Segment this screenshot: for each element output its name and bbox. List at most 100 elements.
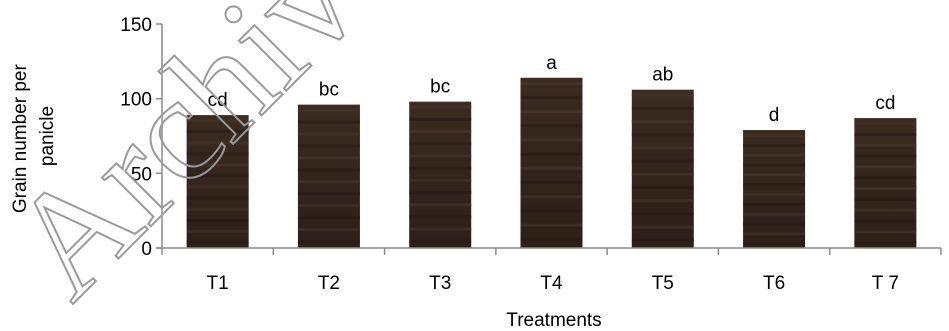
bar-texture-band xyxy=(631,120,694,124)
bar-texture-band xyxy=(297,180,360,184)
bar-texture-band xyxy=(297,216,360,220)
bar-6 xyxy=(743,130,806,248)
bar-texture-band xyxy=(520,95,583,99)
bar-texture-band xyxy=(186,229,249,233)
bar-rect xyxy=(743,130,806,248)
bar-texture-band xyxy=(520,223,583,227)
bar-texture-band xyxy=(297,204,360,208)
x-tick-label: T3 xyxy=(429,273,451,294)
bar-texture-band xyxy=(854,219,917,223)
bar-texture-band xyxy=(631,159,694,163)
bar-texture-band xyxy=(520,138,583,142)
x-axis-ticks: T1 T2 T3 T4 T5 T6 T 7 xyxy=(161,248,942,294)
bar-texture-band xyxy=(743,163,806,167)
bar-texture-band xyxy=(854,122,917,126)
y-axis-ticks: 0 50 100 150 xyxy=(120,15,162,260)
bar-3 xyxy=(409,101,472,248)
bar-texture-band xyxy=(409,215,472,219)
bar-texture-band xyxy=(186,240,249,244)
significance-label: a xyxy=(546,53,557,74)
bar-texture-band xyxy=(854,165,917,169)
significance-label: cd xyxy=(208,90,228,111)
bar-texture-band xyxy=(854,230,917,234)
bar-texture-band xyxy=(520,152,583,156)
bar-1 xyxy=(186,115,249,249)
bar-texture-band xyxy=(631,93,694,97)
y-axis-title-line-2: panicle xyxy=(37,106,58,166)
y-tick-label: 150 xyxy=(120,15,152,36)
significance-label: d xyxy=(769,105,780,126)
bar-rect xyxy=(409,101,472,248)
bar-texture-band xyxy=(409,105,472,109)
bar-texture-band xyxy=(631,199,694,203)
bar-texture-band xyxy=(297,192,360,196)
bar-texture-band xyxy=(743,232,806,236)
y-tick-label: 50 xyxy=(131,164,152,185)
bar-texture-band xyxy=(854,132,917,136)
bar-texture-band xyxy=(854,197,917,201)
bar-texture-band xyxy=(297,132,360,136)
x-tick-label: T6 xyxy=(763,273,785,294)
bar-texture-band xyxy=(743,212,806,216)
bar-texture-band xyxy=(743,173,806,177)
bar-rect xyxy=(520,77,583,248)
y-tick-label: 100 xyxy=(120,90,152,111)
bar-texture-band xyxy=(854,241,917,245)
bar-texture-band xyxy=(631,225,694,229)
bar-texture-band xyxy=(297,156,360,160)
bar-texture-band xyxy=(186,119,249,123)
bar-rect xyxy=(631,89,694,248)
bar-texture-band xyxy=(186,185,249,189)
bar-texture-band xyxy=(409,154,472,158)
bar-texture-band xyxy=(409,117,472,121)
bar-texture-band xyxy=(854,187,917,191)
bar-4 xyxy=(520,77,583,248)
bar-texture-band xyxy=(631,238,694,242)
significance-labels: cd bc bc a ab d cd xyxy=(208,53,896,126)
bar-texture-band xyxy=(743,222,806,226)
bar-texture-band xyxy=(297,168,360,172)
bar-texture-band xyxy=(520,166,583,170)
significance-label: ab xyxy=(652,65,673,86)
bar-texture-band xyxy=(520,81,583,85)
x-axis-title: Treatments xyxy=(506,310,601,331)
bar-rect xyxy=(297,104,360,248)
x-tick-label: T4 xyxy=(540,273,563,294)
bar-texture-band xyxy=(631,172,694,176)
bar-texture-band xyxy=(631,186,694,190)
bar-texture-band xyxy=(743,193,806,197)
y-axis-title-line-1: Grain number per xyxy=(10,64,31,214)
bar-texture-band xyxy=(186,207,249,211)
x-tick-label: T5 xyxy=(652,273,674,294)
bar-texture-band xyxy=(186,174,249,178)
x-tick-label: T 7 xyxy=(872,273,899,294)
bar-texture-band xyxy=(743,143,806,147)
bar-rect xyxy=(854,118,917,248)
bar-texture-band xyxy=(297,144,360,148)
bar-texture-band xyxy=(409,227,472,231)
significance-label: cd xyxy=(875,93,895,114)
bar-texture-band xyxy=(297,108,360,112)
bar-texture-band xyxy=(186,218,249,222)
bar-rect xyxy=(186,115,249,249)
bar-texture-band xyxy=(409,166,472,170)
bar-texture-band xyxy=(854,143,917,147)
bar-texture-band xyxy=(186,152,249,156)
bar-texture-band xyxy=(743,202,806,206)
bar-texture-band xyxy=(631,146,694,150)
bar-texture-band xyxy=(520,124,583,128)
bar-2 xyxy=(297,104,360,248)
bar-texture-band xyxy=(297,228,360,232)
bar-texture-band xyxy=(743,153,806,157)
bar-texture-band xyxy=(409,239,472,243)
significance-label: bc xyxy=(430,77,450,98)
y-tick-label: 0 xyxy=(141,239,152,260)
bar-texture-band xyxy=(297,240,360,244)
bar-texture-band xyxy=(186,141,249,145)
y-axis-title: Grain number per panicle xyxy=(10,59,58,213)
bar-texture-band xyxy=(409,130,472,134)
bar-texture-band xyxy=(409,178,472,182)
bar-texture-band xyxy=(409,203,472,207)
bar-texture-band xyxy=(409,191,472,195)
